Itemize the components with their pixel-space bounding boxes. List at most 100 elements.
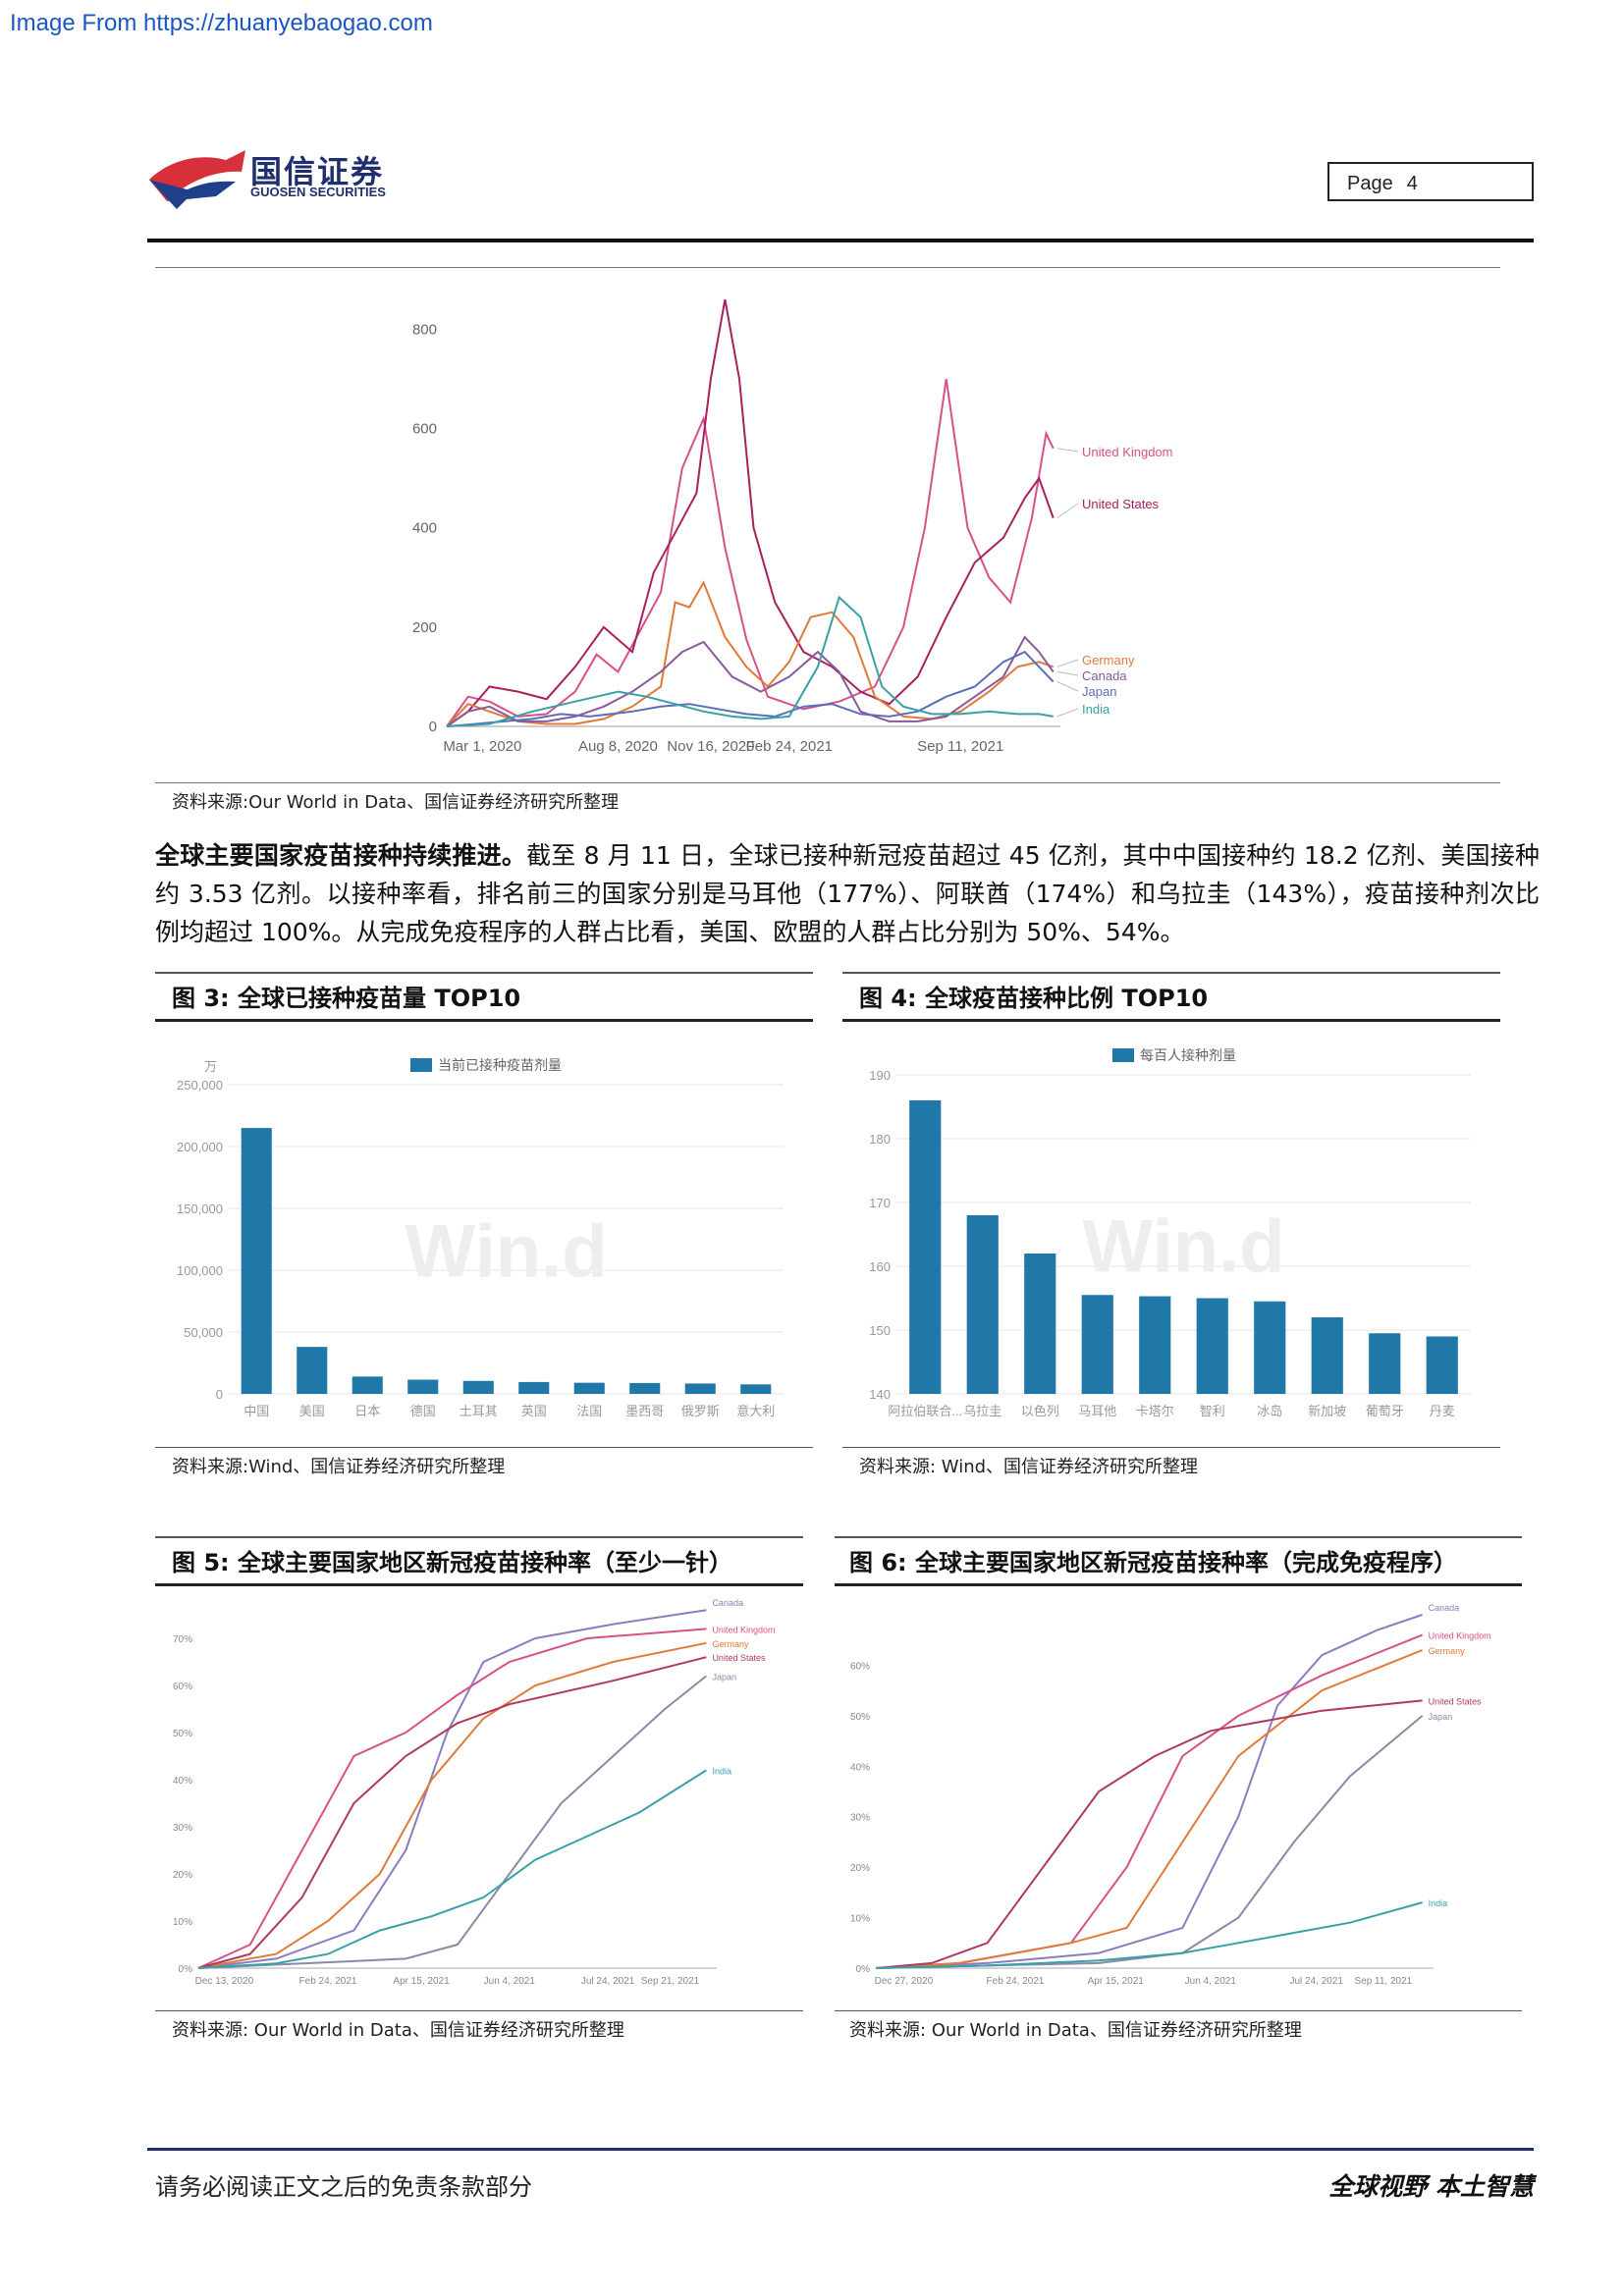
bar bbox=[684, 1383, 716, 1394]
x-tick-label: 葡萄牙 bbox=[1366, 1404, 1404, 1418]
y-tick-label: 20% bbox=[173, 1870, 192, 1881]
bar bbox=[462, 1380, 494, 1394]
y-tick-label: 200,000 bbox=[177, 1140, 223, 1154]
series-label: Canada bbox=[1082, 668, 1127, 683]
fig6-line-chart: 0% 10% 20% 30% 40% 50% 60% Dec 27, 2020 Feb 24, … bbox=[850, 1603, 1491, 1987]
figure-top-bottom-rule bbox=[155, 782, 1500, 783]
bar bbox=[352, 1376, 383, 1394]
series-line bbox=[446, 650, 1055, 727]
wind-watermark: Win.d bbox=[405, 1210, 607, 1294]
fig3-top-rule bbox=[155, 972, 813, 974]
logo-chinese-name: 国信证券 bbox=[250, 153, 385, 190]
bar bbox=[629, 1382, 661, 1394]
fig6-top-rule bbox=[835, 1536, 1522, 1538]
x-tick-label: 日本 bbox=[354, 1404, 380, 1418]
x-tick-label: Jul 24, 2021 bbox=[1289, 1976, 1343, 1987]
legend-label: 当前已接种疫苗剂量 bbox=[438, 1057, 562, 1073]
y-tick-label: 170 bbox=[869, 1196, 891, 1210]
footer-divider bbox=[147, 2148, 1534, 2151]
x-tick-label: Feb 24, 2021 bbox=[299, 1976, 357, 1987]
series-label: United States bbox=[1429, 1696, 1483, 1706]
image-source-link[interactable]: Image From https://zhuanyebaogao.com bbox=[10, 10, 433, 36]
fig5-top-rule bbox=[155, 1536, 803, 1538]
fig6-title-rule bbox=[835, 1583, 1522, 1586]
fig3-bar-chart: 0 50,000 100,000 150,000 200,000 250,000 万 Win.… bbox=[177, 1057, 784, 1418]
y-tick-label: 50% bbox=[173, 1729, 192, 1739]
bar bbox=[1024, 1254, 1056, 1394]
y-tick-label: 40% bbox=[173, 1776, 192, 1787]
guosen-logo bbox=[149, 150, 245, 209]
series-label: India bbox=[1429, 1898, 1448, 1908]
series-label: Germany bbox=[1429, 1646, 1466, 1656]
y-tick-label: 150,000 bbox=[177, 1201, 223, 1216]
x-tick-label: 卡塔尔 bbox=[1136, 1404, 1174, 1418]
y-tick-label: 20% bbox=[850, 1863, 870, 1874]
bar bbox=[909, 1100, 942, 1394]
x-tick-label: 丹麦 bbox=[1430, 1404, 1455, 1418]
x-tick-label: 冰岛 bbox=[1257, 1404, 1282, 1418]
y-unit-label: 万 bbox=[204, 1059, 217, 1074]
fig4-source: 资料来源: Wind、国信证券经济研究所整理 bbox=[859, 1457, 1199, 1477]
y-tick-label: 600 bbox=[412, 421, 437, 438]
series-line bbox=[446, 595, 1054, 727]
series-line bbox=[197, 1769, 707, 1969]
series-label: Canada bbox=[712, 1598, 743, 1608]
y-tick-label: 800 bbox=[412, 321, 437, 338]
series-label-leader bbox=[1056, 659, 1079, 667]
x-tick-label: Sep 11, 2021 bbox=[1354, 1976, 1412, 1987]
series-line bbox=[197, 1675, 708, 1969]
bar bbox=[1139, 1296, 1171, 1394]
x-tick-label: Dec 27, 2020 bbox=[875, 1976, 934, 1987]
x-tick-label: 阿拉伯联合... bbox=[888, 1404, 962, 1418]
series-line bbox=[197, 1656, 707, 1969]
x-tick-label: 法国 bbox=[576, 1404, 602, 1418]
fig3-title-rule bbox=[155, 1019, 813, 1022]
bar bbox=[518, 1381, 550, 1394]
series-label: United Kingdom bbox=[712, 1625, 775, 1634]
series-line bbox=[875, 1699, 1423, 1969]
series-line bbox=[197, 1641, 707, 1969]
y-tick-label: 180 bbox=[869, 1132, 891, 1147]
x-tick-label: Feb 24, 2021 bbox=[987, 1976, 1045, 1987]
series-label: Canada bbox=[1429, 1603, 1460, 1613]
series-label-leader bbox=[1056, 448, 1079, 453]
y-tick-label: 400 bbox=[412, 520, 437, 537]
bar bbox=[1311, 1317, 1343, 1394]
fig5-source: 资料来源: Our World in Data、国信证券经济研究所整理 bbox=[172, 2020, 624, 2041]
fig6-bottom-rule bbox=[835, 2010, 1522, 2011]
x-tick-label: 俄罗斯 bbox=[681, 1404, 720, 1418]
y-tick-label: 50% bbox=[850, 1712, 870, 1723]
bar bbox=[297, 1347, 328, 1394]
y-tick-label: 140 bbox=[869, 1387, 891, 1402]
y-tick-label: 70% bbox=[173, 1634, 192, 1645]
fig3-source: 资料来源:Wind、国信证券经济研究所整理 bbox=[172, 1457, 506, 1477]
x-tick-label: Jul 24, 2021 bbox=[581, 1976, 635, 1987]
y-tick-label: 30% bbox=[173, 1823, 192, 1834]
fig3-title: 图 3: 全球已接种疫苗量 TOP10 bbox=[172, 985, 521, 1012]
page-number: 4 bbox=[1406, 173, 1418, 194]
footer-disclaimer: 请务必阅读正文之后的免责条款部分 bbox=[155, 2173, 532, 2201]
series-line bbox=[875, 1715, 1424, 1969]
fig6-title: 图 6: 全球主要国家地区新冠疫苗接种率（完成免疫程序） bbox=[849, 1549, 1458, 1576]
y-tick-label: 10% bbox=[173, 1917, 192, 1928]
x-tick-label: Apr 15, 2021 bbox=[1088, 1976, 1145, 1987]
x-tick-label: 智利 bbox=[1200, 1404, 1225, 1418]
series-line bbox=[197, 1628, 707, 1969]
bar bbox=[241, 1128, 272, 1394]
x-tick-label: Aug 8, 2020 bbox=[578, 738, 658, 755]
wind-watermark: Win.d bbox=[1082, 1205, 1284, 1289]
series-label-leader bbox=[1056, 503, 1079, 519]
y-tick-label: 30% bbox=[850, 1813, 870, 1824]
y-tick-label: 40% bbox=[850, 1762, 870, 1773]
x-tick-label: 土耳其 bbox=[460, 1404, 498, 1418]
x-tick-label: 美国 bbox=[299, 1404, 325, 1418]
fig4-top-rule bbox=[842, 972, 1500, 974]
series-label: India bbox=[1082, 702, 1110, 717]
top-line-chart: 0 200 400 600 800 Mar 1, 2020 Aug 8, 2020 Nov 1… bbox=[412, 298, 1173, 755]
series-label: Japan bbox=[1429, 1712, 1453, 1722]
fig5-line-chart: 0% 10% 20% 30% 40% 50% 60% 70% Dec 13, 2020 Feb 2… bbox=[173, 1598, 776, 1987]
x-tick-label: 马耳他 bbox=[1078, 1404, 1116, 1418]
y-tick-label: 150 bbox=[869, 1323, 891, 1338]
bar bbox=[1196, 1298, 1228, 1394]
fig5-title-rule bbox=[155, 1583, 803, 1586]
